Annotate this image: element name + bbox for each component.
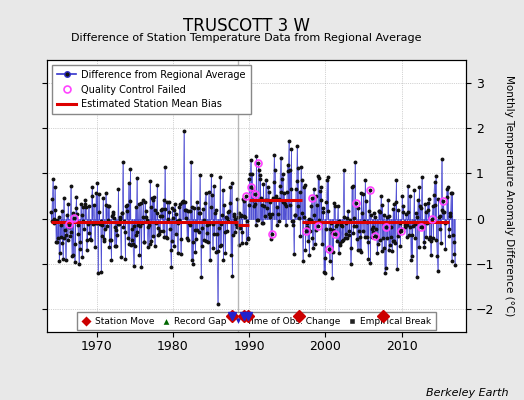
Y-axis label: Monthly Temperature Anomaly Difference (°C): Monthly Temperature Anomaly Difference (… bbox=[504, 75, 514, 317]
Text: Difference of Station Temperature Data from Regional Average: Difference of Station Temperature Data f… bbox=[71, 33, 421, 43]
Text: Berkeley Earth: Berkeley Earth bbox=[426, 388, 508, 398]
Legend: Difference from Regional Average, Quality Control Failed, Estimated Station Mean: Difference from Regional Average, Qualit… bbox=[52, 65, 250, 114]
Text: TRUSCOTT 3 W: TRUSCOTT 3 W bbox=[183, 17, 310, 35]
